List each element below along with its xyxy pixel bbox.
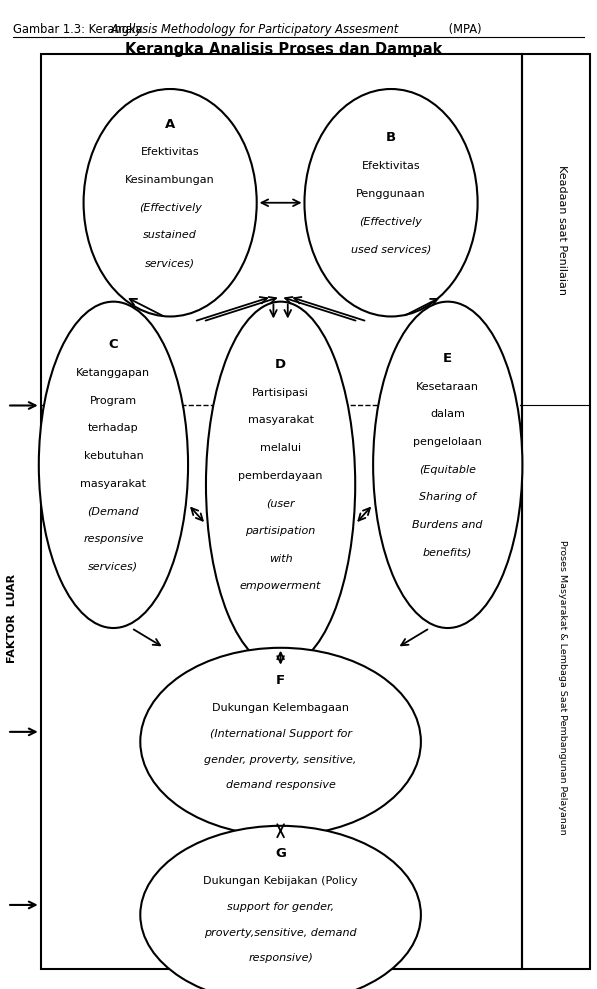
Text: partisipation: partisipation [245, 526, 316, 536]
Text: C: C [109, 338, 118, 351]
Text: gender, proverty, sensitive,: gender, proverty, sensitive, [204, 755, 357, 764]
Bar [522, 54, 590, 969]
Ellipse shape [304, 89, 478, 316]
Text: sustained: sustained [143, 230, 197, 240]
Text: pengelolaan: pengelolaan [413, 437, 482, 447]
Text: Kesinambungan: Kesinambungan [125, 175, 215, 185]
Text: Kerangka Analisis Proses dan Dampak: Kerangka Analisis Proses dan Dampak [125, 42, 442, 56]
Text: (Effectively: (Effectively [359, 217, 423, 226]
Text: benefits): benefits) [423, 548, 472, 558]
Text: support for gender,: support for gender, [227, 902, 334, 912]
Text: Sharing of: Sharing of [419, 493, 476, 502]
Text: Penggunaan: Penggunaan [356, 189, 426, 199]
Text: Kesetaraan: Kesetaraan [416, 382, 479, 392]
Text: A: A [165, 118, 176, 131]
Text: kebutuhan: kebutuhan [84, 451, 143, 461]
Text: (Equitable: (Equitable [419, 465, 476, 475]
Text: Proses Masyarakat & Lembaga Saat Pembangunan Pelayanan: Proses Masyarakat & Lembaga Saat Pembang… [558, 540, 567, 835]
Text: (Effectively: (Effectively [139, 203, 202, 213]
Text: empowerment: empowerment [240, 582, 321, 591]
Text: masyarakat: masyarakat [248, 415, 313, 425]
Text: services): services) [88, 562, 139, 572]
Text: used services): used services) [351, 244, 431, 254]
Text: Efektivitas: Efektivitas [141, 147, 199, 157]
Text: Program: Program [90, 396, 137, 405]
Text: E: E [443, 352, 453, 365]
Ellipse shape [206, 302, 355, 668]
Text: Dukungan Kelembagaan: Dukungan Kelembagaan [212, 703, 349, 713]
Ellipse shape [84, 89, 257, 316]
Text: Analysis Methodology for Participatory Assesment: Analysis Methodology for Participatory A… [110, 23, 399, 36]
Text: Gambar 1.3: Kerangka: Gambar 1.3: Kerangka [13, 23, 146, 36]
Text: proverty,sensitive, demand: proverty,sensitive, demand [204, 928, 357, 938]
Ellipse shape [140, 826, 421, 989]
Text: (user: (user [266, 498, 295, 508]
Text: (International Support for: (International Support for [210, 729, 352, 739]
Text: Efektivitas: Efektivitas [362, 161, 420, 171]
Text: D: D [275, 358, 286, 371]
Text: (MPA): (MPA) [445, 23, 481, 36]
Text: melalui: melalui [260, 443, 301, 453]
Text: pemberdayaan: pemberdayaan [238, 471, 323, 481]
Text: FAKTOR  LUAR: FAKTOR LUAR [7, 574, 17, 663]
Ellipse shape [140, 648, 421, 836]
Text: Partisipasi: Partisipasi [252, 388, 309, 398]
Ellipse shape [373, 302, 522, 628]
Text: (Demand: (Demand [88, 506, 139, 516]
Text: Burdens and: Burdens and [413, 520, 483, 530]
Text: services): services) [145, 258, 195, 268]
Text: demand responsive: demand responsive [226, 780, 336, 790]
Text: responsive: responsive [83, 534, 144, 544]
Text: responsive): responsive) [248, 953, 313, 963]
Text: dalam: dalam [430, 409, 465, 419]
Text: Dukungan Kebijakan (Policy: Dukungan Kebijakan (Policy [203, 876, 358, 886]
Text: masyarakat: masyarakat [81, 479, 146, 489]
Text: with: with [269, 554, 293, 564]
Text: Keadaan saat Penilaian: Keadaan saat Penilaian [558, 165, 567, 295]
Text: G: G [275, 848, 286, 860]
Text: Ketanggapan: Ketanggapan [76, 368, 150, 378]
Bar [41, 54, 522, 969]
Text: B: B [386, 132, 396, 144]
Text: terhadap: terhadap [88, 423, 139, 433]
Ellipse shape [39, 302, 188, 628]
Text: F: F [276, 674, 285, 687]
